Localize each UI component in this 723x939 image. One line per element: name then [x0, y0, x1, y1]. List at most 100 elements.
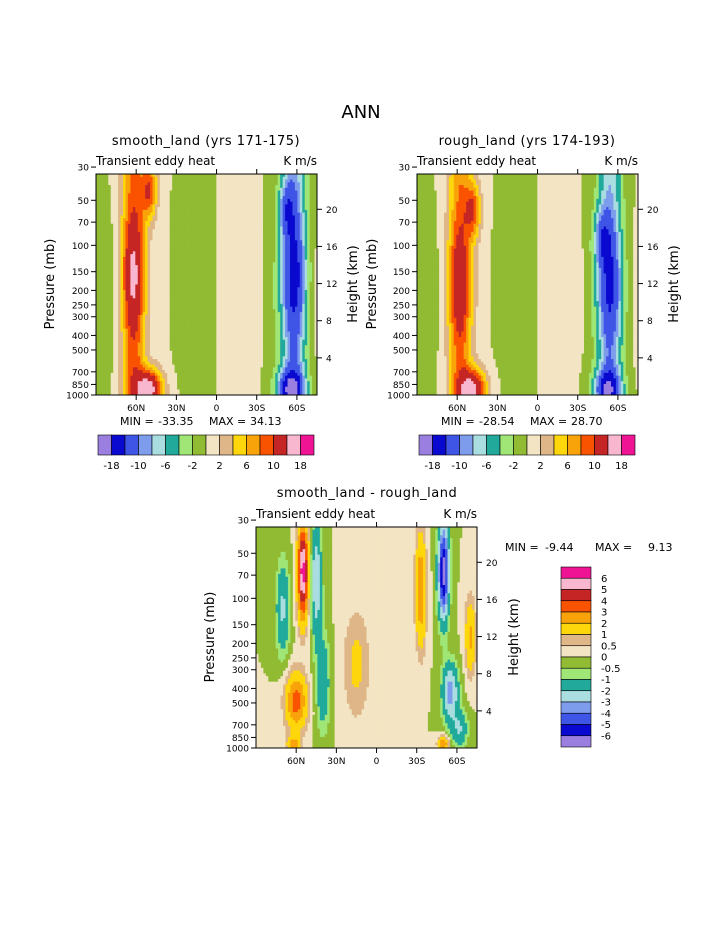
panel-smooth-cell — [294, 182, 298, 186]
panel-smooth-cell — [184, 281, 188, 286]
panel-smooth-cell — [162, 248, 166, 252]
panel-smooth-cell — [304, 223, 308, 228]
panel-smooth-cell — [184, 323, 188, 327]
panel-smooth-cell — [157, 287, 161, 291]
panel-smooth-cell — [270, 312, 274, 316]
panel-smooth-cell — [213, 320, 217, 324]
panel-smooth-cell — [167, 303, 171, 308]
panel-smooth-cell — [314, 196, 317, 200]
panel-smooth-cell — [289, 237, 294, 241]
panel-smooth-cell — [204, 284, 208, 288]
panel-smooth-cell — [181, 306, 185, 310]
panel-smooth-cell — [231, 323, 235, 327]
panel-smooth-cell — [248, 218, 252, 222]
panel-smooth-cell — [248, 259, 252, 263]
panel-smooth-cell — [312, 207, 316, 211]
panel-smooth-cell — [292, 290, 296, 294]
panel-smooth-cell — [189, 284, 193, 288]
panel-smooth-cell — [125, 259, 129, 263]
panel-smooth-cell — [267, 190, 271, 194]
panel-smooth-cell — [228, 176, 232, 181]
panel-smooth-cell — [150, 290, 154, 294]
panel-smooth-cell — [299, 204, 303, 208]
panel-smooth-cell — [204, 220, 208, 225]
panel-smooth-cell — [250, 179, 254, 183]
panel-smooth-cell — [285, 306, 289, 310]
panel-smooth-cell — [250, 193, 254, 197]
panel-smooth-cell — [167, 179, 171, 183]
panel-smooth-cell — [277, 273, 281, 277]
panel-smooth-cell — [223, 209, 227, 214]
panel-smooth-cell — [245, 256, 249, 261]
panel-smooth-cell — [267, 259, 271, 263]
panel-smooth-cell — [262, 182, 267, 186]
panel-smooth-cell — [96, 190, 100, 194]
panel-smooth-cell — [179, 284, 183, 288]
panel-smooth-cell — [201, 256, 205, 261]
panel-smooth-cell — [304, 215, 308, 219]
panel-smooth-cell — [285, 309, 289, 313]
panel-smooth-cell — [287, 320, 291, 324]
panel-smooth-cell — [196, 262, 200, 266]
panel-smooth-cell — [240, 245, 244, 250]
panel-smooth-cell — [96, 303, 100, 308]
panel-smooth-cell — [285, 301, 289, 305]
panel-smooth-cell — [285, 218, 289, 222]
panel-smooth-cell — [297, 240, 301, 244]
panel-smooth-cell — [137, 306, 141, 310]
panel-smooth-cell — [267, 237, 271, 241]
panel-smooth-cell — [154, 243, 158, 247]
panel-smooth-cell — [105, 243, 109, 247]
panel-smooth-cell — [221, 251, 225, 255]
panel-smooth-cell — [307, 193, 311, 197]
panel-smooth-cell — [248, 314, 252, 319]
panel-smooth-cell — [258, 209, 262, 214]
panel-smooth-cell — [270, 201, 274, 205]
panel-smooth-cell — [262, 309, 267, 313]
panel-smooth-cell — [196, 212, 200, 217]
panel-smooth-cell — [110, 265, 114, 269]
panel-smooth-cell — [137, 256, 141, 261]
panel-smooth-cell — [189, 232, 193, 236]
panel-smooth-cell — [238, 204, 242, 208]
panel-smooth-cell — [142, 314, 146, 319]
panel-smooth-cell — [211, 273, 215, 277]
panel-smooth-cell — [262, 187, 267, 192]
panel-smooth-cell — [243, 309, 247, 313]
panel-smooth-cell — [213, 198, 217, 203]
panel-smooth-cell — [206, 187, 210, 192]
panel-smooth-cell — [270, 185, 274, 189]
panel-smooth-cell — [199, 301, 203, 305]
panel-smooth-cell — [118, 201, 122, 205]
panel-smooth-cell — [196, 185, 200, 189]
panel-smooth-cell — [135, 207, 139, 211]
panel-smooth-cell — [231, 198, 235, 203]
panel-smooth-cell — [120, 267, 124, 272]
panel-smooth-cell — [206, 218, 210, 222]
panel-smooth-cell — [177, 306, 181, 310]
panel-smooth-cell — [204, 265, 208, 269]
panel-smooth-cell — [130, 312, 134, 316]
panel-smooth-cell — [108, 262, 112, 266]
panel-smooth-cell — [213, 174, 217, 178]
panel-smooth-cell — [103, 245, 107, 250]
panel-smooth-cell — [142, 309, 146, 313]
panel-smooth-cell — [307, 284, 311, 288]
panel-smooth-cell — [100, 276, 104, 280]
panel-smooth-cell — [181, 254, 185, 258]
panel-smooth-cell — [159, 207, 163, 211]
panel-smooth-cell — [110, 232, 114, 236]
panel-smooth-cell — [272, 287, 276, 291]
panel-smooth-cell — [208, 303, 213, 308]
panel-smooth-cell — [245, 196, 249, 200]
panel-smooth-cell — [125, 287, 129, 291]
panel-smooth-cell — [172, 218, 176, 222]
panel-smooth-cell — [140, 287, 144, 291]
panel-smooth-cell — [154, 215, 158, 219]
panel-smooth-cell — [275, 229, 279, 233]
panel-smooth-cell — [105, 298, 109, 302]
panel-smooth-cell — [110, 248, 114, 252]
panel-smooth-cell — [177, 174, 181, 178]
panel-smooth-cell — [108, 303, 112, 308]
panel-smooth-cell — [98, 198, 102, 203]
